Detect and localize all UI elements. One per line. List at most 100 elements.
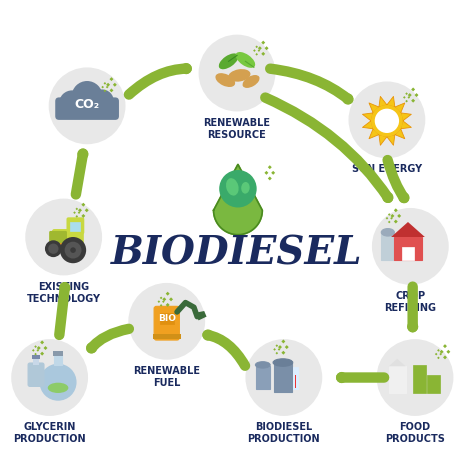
Polygon shape (387, 96, 395, 107)
Polygon shape (264, 171, 268, 175)
Polygon shape (403, 96, 406, 99)
Polygon shape (390, 217, 393, 219)
Polygon shape (257, 49, 260, 52)
Circle shape (372, 106, 402, 136)
Polygon shape (75, 208, 78, 210)
Polygon shape (379, 96, 387, 107)
Text: RENEWABLE
FUEL: RENEWABLE FUEL (133, 366, 200, 388)
Polygon shape (268, 176, 272, 181)
Polygon shape (397, 214, 401, 218)
Circle shape (128, 283, 205, 360)
Polygon shape (447, 350, 450, 354)
Bar (381, 233, 394, 260)
Bar (402, 247, 414, 260)
Bar (413, 365, 426, 392)
Polygon shape (278, 348, 281, 351)
Polygon shape (273, 348, 276, 351)
Polygon shape (106, 86, 109, 89)
Polygon shape (160, 297, 163, 299)
Ellipse shape (243, 75, 260, 88)
Polygon shape (157, 301, 160, 303)
Polygon shape (411, 88, 415, 91)
FancyBboxPatch shape (154, 306, 179, 340)
Polygon shape (101, 86, 104, 89)
Polygon shape (405, 100, 408, 102)
Polygon shape (34, 353, 37, 356)
Polygon shape (411, 99, 415, 103)
Polygon shape (401, 121, 411, 129)
Polygon shape (162, 297, 166, 301)
Bar (295, 375, 297, 388)
Polygon shape (369, 129, 379, 139)
Polygon shape (75, 215, 78, 218)
Text: CROP
REFINING: CROP REFINING (384, 291, 437, 313)
Polygon shape (282, 351, 285, 355)
Polygon shape (394, 209, 398, 212)
Polygon shape (82, 214, 85, 218)
Polygon shape (253, 49, 256, 52)
Polygon shape (435, 353, 438, 356)
Circle shape (348, 82, 425, 158)
Text: SUN ENERGY: SUN ENERGY (352, 164, 422, 174)
FancyBboxPatch shape (49, 231, 67, 243)
Polygon shape (394, 219, 398, 224)
FancyBboxPatch shape (28, 363, 44, 386)
Circle shape (49, 67, 126, 144)
Polygon shape (395, 129, 405, 139)
Polygon shape (391, 222, 425, 237)
Ellipse shape (381, 228, 394, 236)
Polygon shape (255, 46, 258, 48)
Polygon shape (437, 356, 440, 359)
Text: RENEWABLE
RESOURCE: RENEWABLE RESOURCE (203, 118, 271, 140)
Circle shape (375, 109, 399, 133)
Polygon shape (109, 89, 113, 92)
Polygon shape (271, 171, 275, 175)
Polygon shape (440, 350, 444, 354)
Polygon shape (104, 90, 106, 92)
Circle shape (72, 81, 102, 112)
Circle shape (199, 35, 275, 111)
Ellipse shape (219, 54, 238, 69)
Polygon shape (195, 311, 207, 320)
Bar (33, 358, 39, 365)
Ellipse shape (215, 73, 235, 87)
Circle shape (40, 365, 76, 400)
Circle shape (372, 208, 449, 285)
Polygon shape (214, 164, 262, 235)
Polygon shape (386, 217, 388, 219)
Circle shape (59, 91, 85, 117)
Circle shape (48, 244, 58, 254)
Circle shape (64, 242, 82, 258)
Polygon shape (437, 349, 440, 352)
Circle shape (11, 339, 88, 416)
Polygon shape (388, 213, 391, 216)
Polygon shape (160, 304, 163, 307)
Polygon shape (40, 340, 44, 345)
Text: EXISTING
TECHNOLOGY: EXISTING TECHNOLOGY (27, 282, 100, 304)
Polygon shape (408, 96, 410, 99)
Circle shape (91, 90, 114, 113)
Circle shape (45, 240, 62, 257)
Polygon shape (278, 345, 282, 349)
Ellipse shape (241, 182, 250, 194)
Circle shape (70, 247, 76, 253)
Bar (427, 375, 440, 392)
Bar (53, 351, 63, 356)
Polygon shape (264, 46, 269, 50)
Polygon shape (405, 92, 408, 95)
Text: BIODIESEL: BIODIESEL (111, 235, 363, 273)
Ellipse shape (48, 383, 68, 393)
Polygon shape (40, 352, 44, 356)
Text: BIO: BIO (158, 313, 176, 322)
FancyBboxPatch shape (52, 229, 84, 248)
Polygon shape (379, 135, 387, 145)
FancyBboxPatch shape (55, 97, 119, 120)
Polygon shape (439, 353, 442, 356)
Polygon shape (109, 77, 113, 81)
Text: FOOD
PRODUCTS: FOOD PRODUCTS (385, 422, 445, 445)
Ellipse shape (236, 52, 255, 68)
Polygon shape (261, 41, 265, 45)
Bar (273, 364, 292, 392)
Polygon shape (285, 345, 289, 349)
Polygon shape (255, 53, 258, 55)
